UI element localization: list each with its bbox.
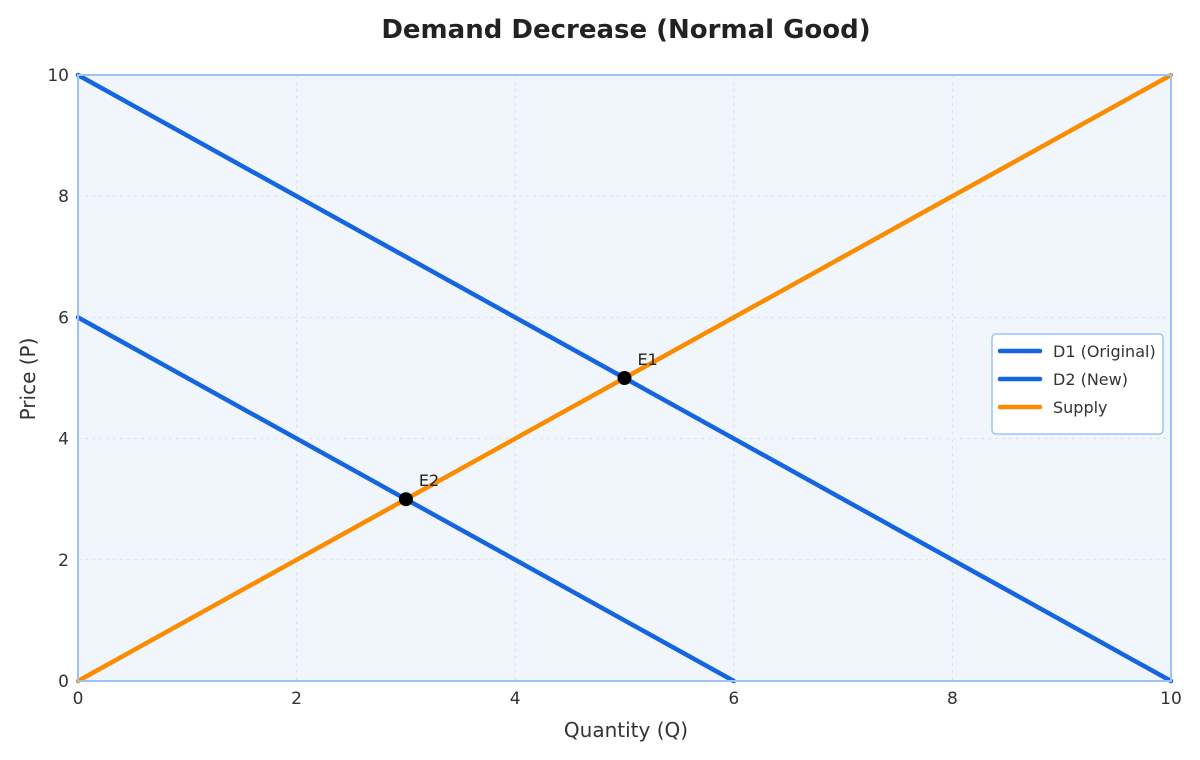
- legend-entry-label: D2 (New): [1053, 370, 1128, 389]
- y-tick-label: 4: [58, 430, 69, 450]
- x-tick-label: 8: [947, 689, 958, 709]
- grid: [78, 75, 1171, 681]
- y-tick-label: 2: [58, 551, 69, 571]
- x-tick-label: 2: [291, 689, 302, 709]
- legend-entry-label: D1 (Original): [1053, 342, 1156, 361]
- equilibrium-points: E1 E2: [398, 350, 658, 507]
- plot-border: [77, 74, 1172, 682]
- equilibrium-point: [398, 492, 413, 507]
- equilibrium-point-label: E1: [638, 350, 658, 369]
- y-tick-label: 0: [58, 672, 69, 692]
- x-tick-label: 4: [510, 689, 521, 709]
- y-tick-label: 10: [47, 66, 69, 86]
- x-tick-label: 0: [73, 689, 84, 709]
- y-tick-label: 8: [58, 187, 69, 207]
- y-axis-label: Price (P): [16, 338, 40, 421]
- y-tick-label: 6: [58, 308, 69, 328]
- x-tick-label: 6: [728, 689, 739, 709]
- axis-ticks: 0 2 4 6 8 10 0 2 4 6 8 10: [47, 66, 1181, 709]
- chart-title: Demand Decrease (Normal Good): [381, 15, 870, 45]
- equilibrium-point: [617, 371, 632, 385]
- legend-entry-label: Supply: [1053, 398, 1108, 417]
- equilibrium-point-label: E2: [419, 471, 439, 490]
- x-axis-label: Quantity (Q): [564, 718, 688, 742]
- x-tick-label: 10: [1160, 689, 1182, 709]
- legend: D1 (Original) D2 (New) Supply: [991, 333, 1164, 435]
